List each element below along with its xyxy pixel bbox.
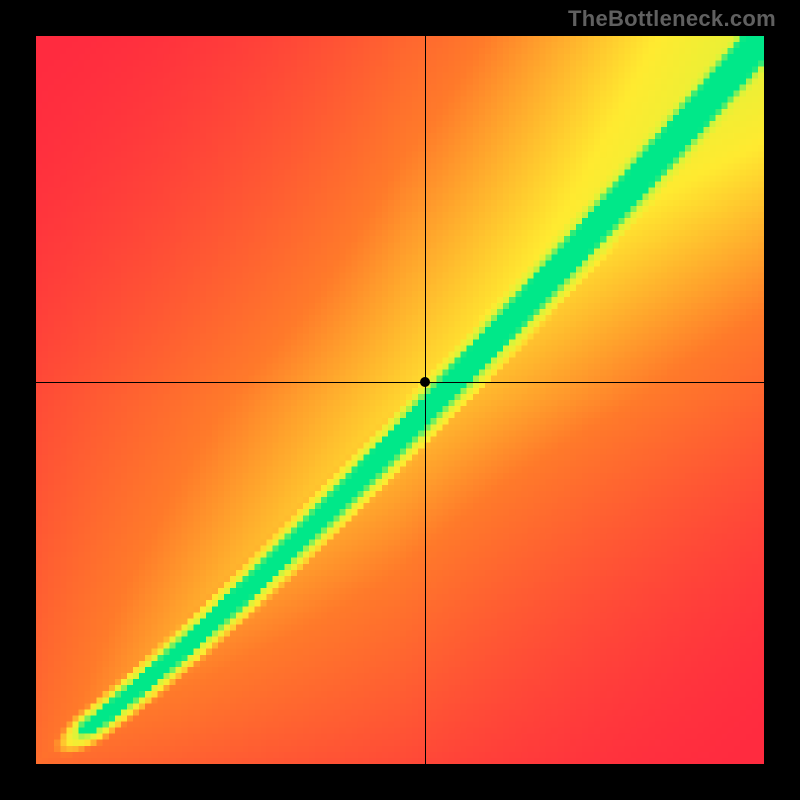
heatmap-canvas-wrap <box>36 36 764 764</box>
crosshair-vertical <box>425 36 426 764</box>
attribution-text: TheBottleneck.com <box>568 6 776 32</box>
heatmap-plot <box>36 36 764 764</box>
crosshair-marker <box>420 377 430 387</box>
crosshair-horizontal <box>36 382 764 383</box>
heatmap-canvas <box>36 36 764 764</box>
